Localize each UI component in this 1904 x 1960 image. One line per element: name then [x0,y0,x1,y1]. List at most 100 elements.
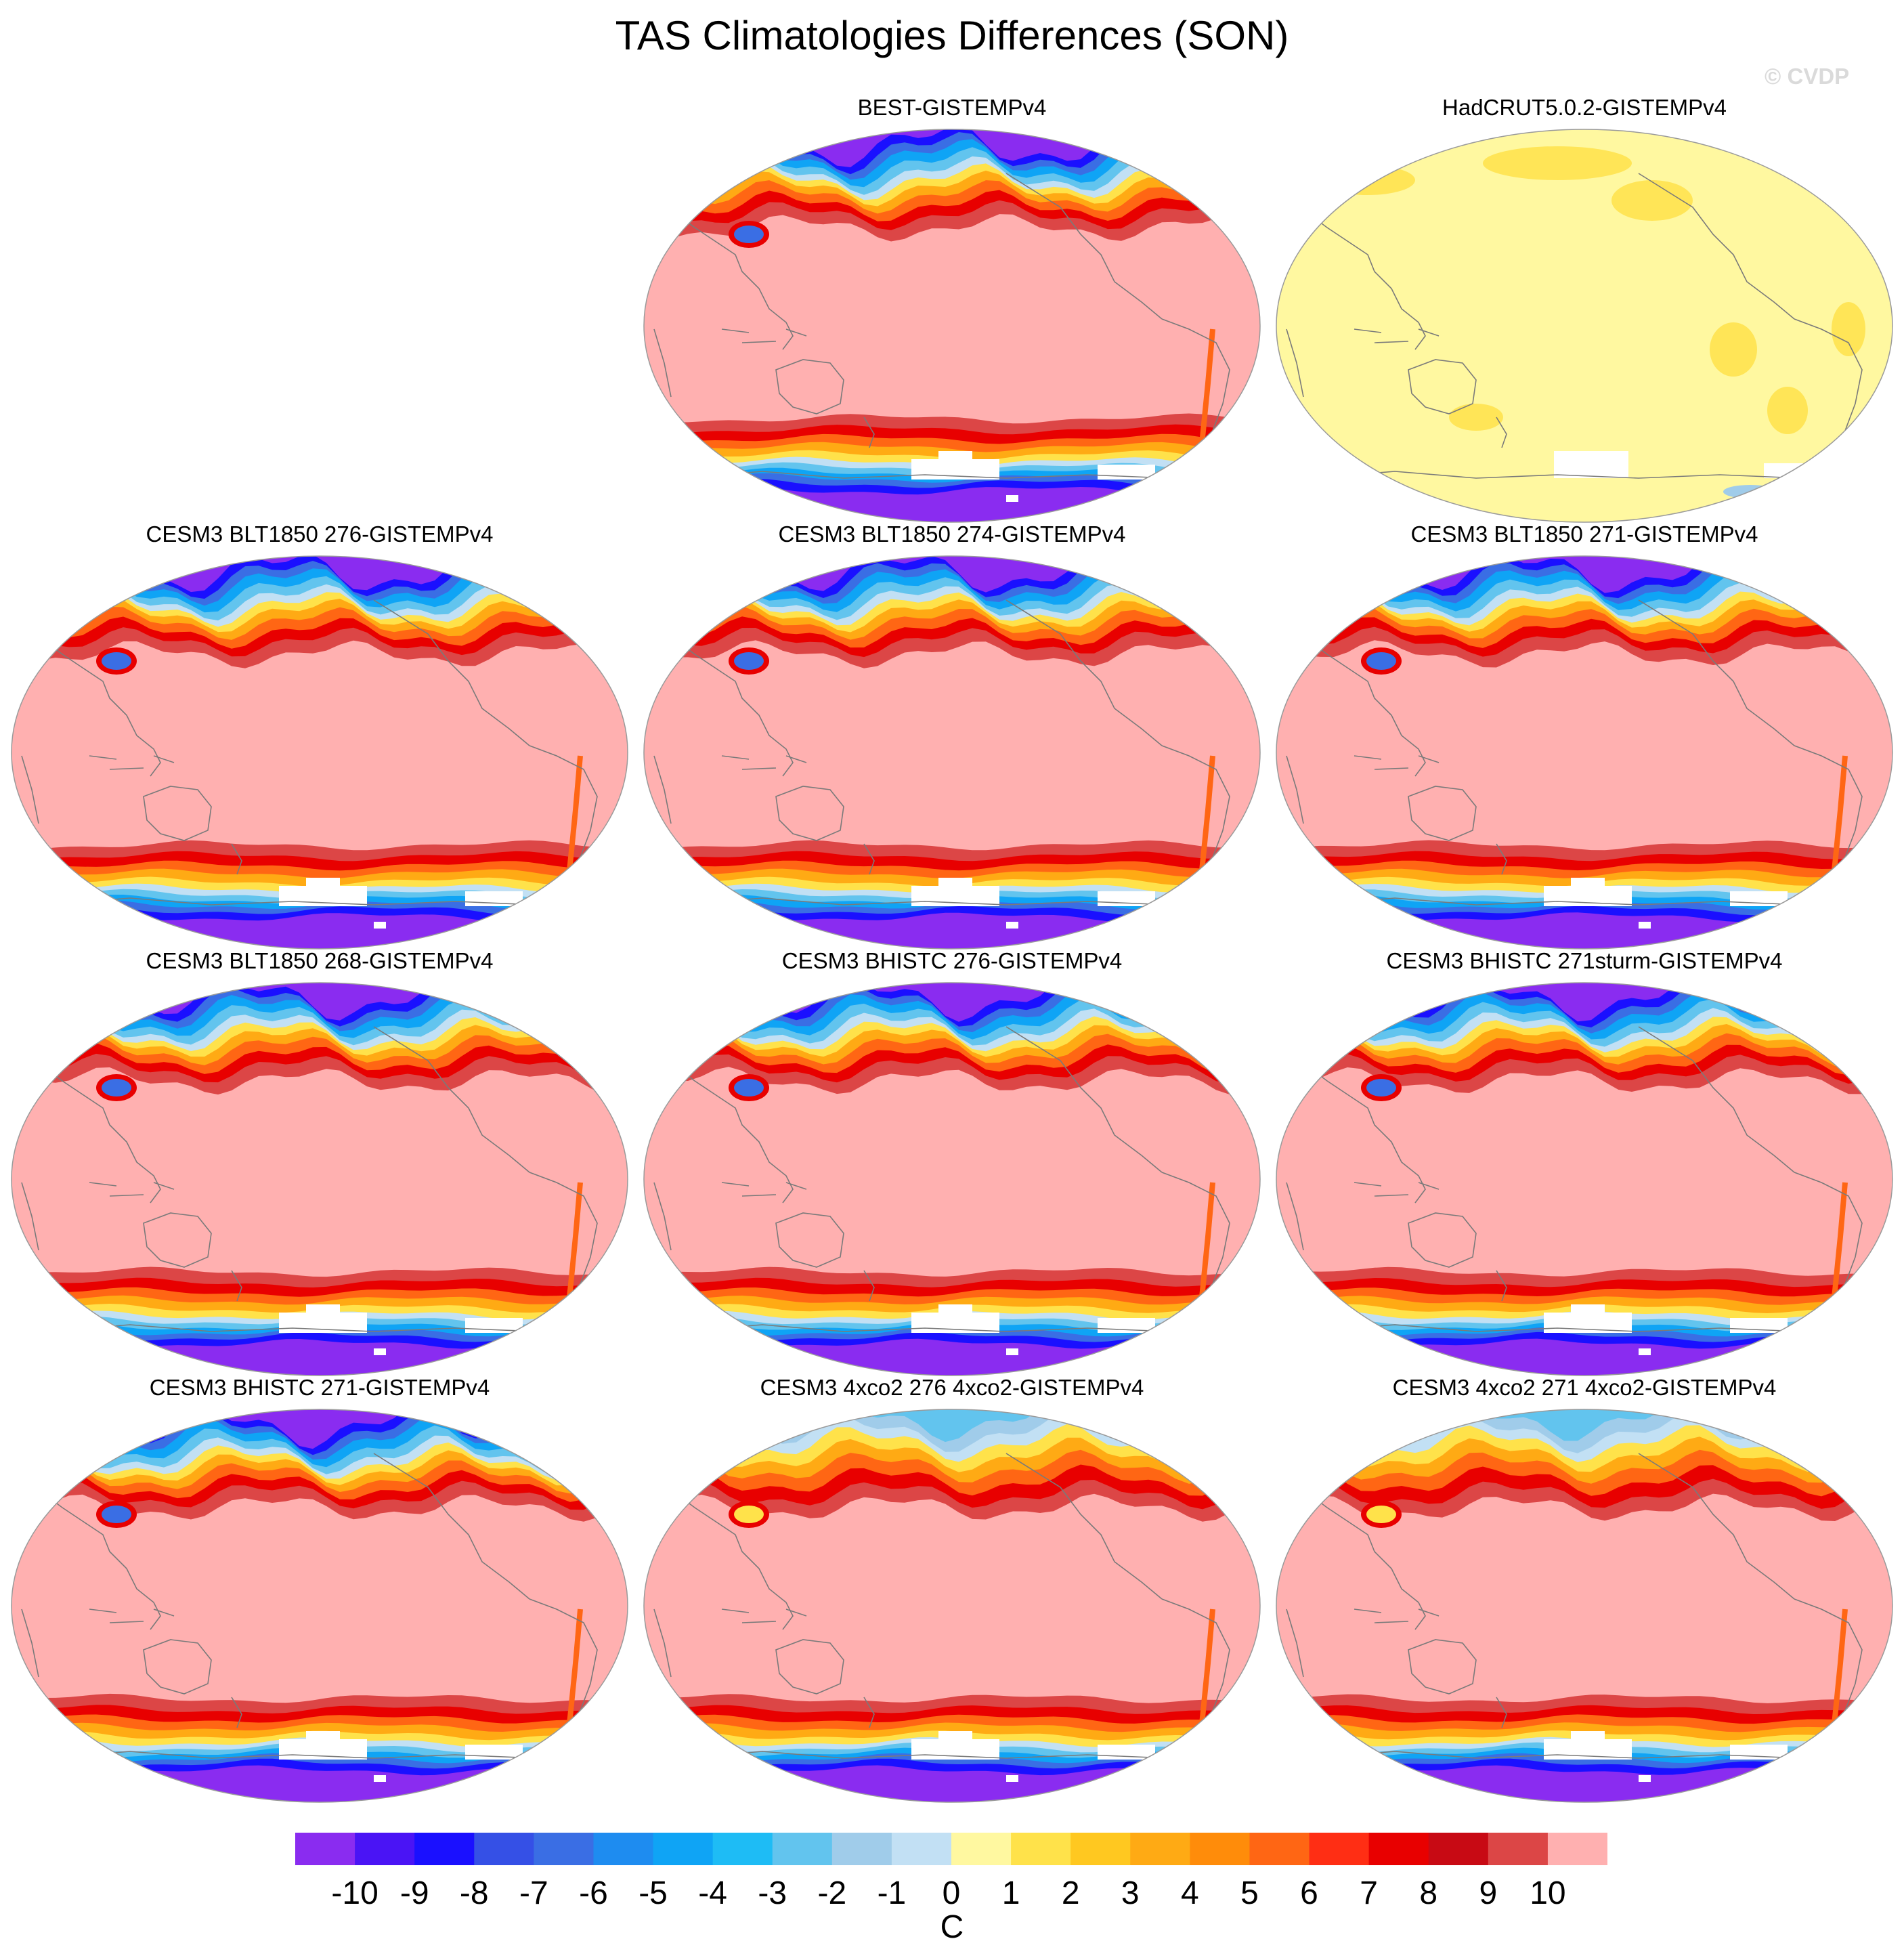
coastline [667,633,794,777]
anomaly-patch [1767,387,1808,434]
plateau-anomaly [734,1506,764,1523]
colorbar-segment [1547,1833,1607,1865]
map-border [1276,129,1893,523]
coastline [231,1270,242,1302]
southern-anomaly-band [12,912,628,949]
map-panel-bhistc-271: CESM3 BHISTC 271-GISTEMPv4 [8,1375,631,1808]
panel-title: CESM3 BLT1850 276-GISTEMPv4 [146,521,494,547]
figure-title: TAS Climatologies Differences (SON) [615,13,1289,58]
coastline [775,359,844,414]
coastline [1299,1487,1426,1630]
southern-anomaly-band [12,1338,628,1376]
colorbar-units-label: C [940,1909,964,1945]
plateau-anomaly [734,652,764,670]
plateau-anomaly [102,1079,131,1096]
colorbar-segment [1488,1833,1549,1865]
colorbar-tick-label: 9 [1479,1875,1498,1911]
colorbar-segment [712,1833,773,1865]
colorbar-segment [355,1833,415,1865]
coastline [231,843,242,875]
colorbar-segment [1011,1833,1071,1865]
anomaly-patch [1483,146,1632,180]
colorbar-tick-label: -1 [877,1875,907,1911]
northern-anomaly-band [1276,983,1892,1022]
robinson-map [643,1409,1261,1803]
robinson-map [11,555,628,950]
colorbar-tick-label: 6 [1300,1875,1318,1911]
missing-data-region [1571,1304,1605,1314]
missing-data-region [306,1304,340,1314]
robinson-map [1276,982,1893,1376]
coastline [863,417,875,448]
panel-title: CESM3 BHISTC 276-GISTEMPv4 [781,948,1123,973]
map-panel-best: BEST-GISTEMPv4 [641,95,1263,528]
coastline [1408,1212,1477,1268]
colorbar-tick-label: 10 [1530,1875,1566,1911]
coastline [1354,755,1440,770]
southern-anomaly-band [644,912,1260,949]
robinson-map [1276,1409,1893,1803]
coastline [89,755,175,770]
colorbar-tick-label: -4 [698,1875,727,1911]
colorbar-segment [831,1833,892,1865]
map-field [12,1409,628,1802]
coastline [1638,1026,1795,1173]
coastline [89,1609,175,1623]
panel-title: CESM3 4xco2 271 4xco2-GISTEMPv4 [1392,1375,1777,1400]
missing-data-region [374,922,386,929]
coastline [143,786,212,841]
map-panel-blt1850-268: CESM3 BLT1850 268-GISTEMPv4 [8,948,631,1382]
colorbar-tick-label: -10 [331,1875,378,1911]
plateau-anomaly [1366,1079,1396,1096]
map-border [643,1409,1261,1803]
coastline [775,786,844,841]
coastline [35,633,161,777]
missing-data-region [938,1731,972,1741]
map-border [11,982,628,1376]
map-border [643,555,1261,950]
coastline [775,1639,844,1695]
colorbar-tick-label: 2 [1061,1875,1080,1911]
coastline [89,1182,175,1197]
panel-title: HadCRUT5.0.2-GISTEMPv4 [1442,95,1727,120]
coastline [721,328,807,343]
colorbar-segment [1070,1833,1131,1865]
map-border [1276,1409,1893,1803]
northern-anomaly-band [644,1409,1260,1443]
coastline [1005,1453,1163,1600]
coastline [1286,755,1304,824]
anomaly-patch [1855,170,1892,244]
coastline [1286,1182,1304,1251]
anomaly-patch [1320,165,1415,195]
colorbar-tick-label: -3 [758,1875,787,1911]
plateau-anomaly [734,226,764,243]
missing-data-region [1571,878,1605,887]
southern-anomaly-band [644,485,1260,522]
colorbar-tick-label: 3 [1121,1875,1140,1911]
plateau-anomaly [1366,652,1396,670]
robinson-map [643,129,1261,523]
coastline [373,1026,530,1173]
colorbar-segment [295,1833,355,1865]
missing-data-region [1764,463,1811,478]
map-field [12,983,628,1376]
coastline [653,1609,672,1678]
map-panel-hadcrut: HadCRUT5.0.2-GISTEMPv4 [1273,95,1896,528]
northern-anomaly-band [12,1409,628,1449]
coastline [1496,843,1507,875]
coastline [35,1060,161,1203]
coastline [863,843,875,875]
map-field [1276,129,1892,522]
map-border [1276,982,1893,1376]
colorbar-tick-label: -2 [817,1875,847,1911]
robinson-map [11,982,628,1376]
missing-data-region [374,1348,386,1355]
colorbar-segment [1190,1833,1251,1865]
missing-data-region [1571,1731,1605,1741]
robinson-map [1276,129,1893,523]
panel-title: CESM3 BLT1850 271-GISTEMPv4 [1410,521,1758,547]
coastline [1638,599,1795,746]
coastline [1299,207,1426,350]
coastline [653,328,672,398]
coastline [1408,1639,1477,1695]
